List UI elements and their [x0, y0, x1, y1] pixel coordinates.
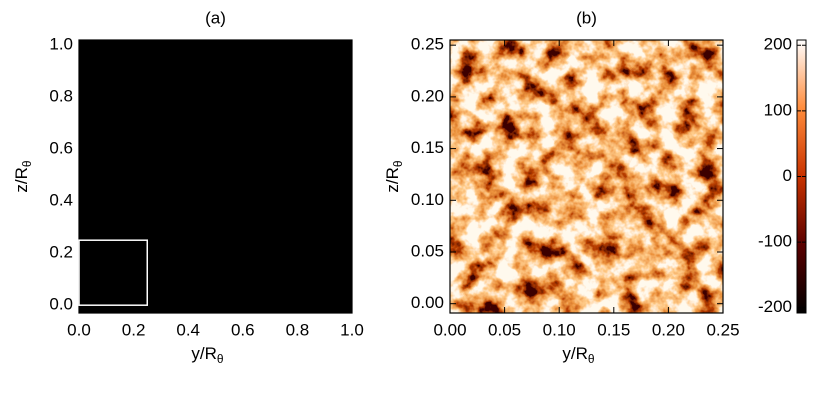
field-image — [79, 40, 352, 313]
y-tick-label: 0.20 — [411, 86, 444, 105]
x-tick-label: 0.10 — [543, 320, 576, 339]
x-tick-label: 0.05 — [488, 320, 521, 339]
x-axis-label: y/Rθ — [191, 344, 224, 366]
panel-title: (a) — [205, 8, 226, 27]
colorbar-tick-label: 0 — [783, 166, 792, 185]
x-tick-label: 1.0 — [340, 320, 364, 339]
colorbar-tick-label: 200 — [764, 35, 792, 54]
y-tick-label: 0.15 — [411, 138, 444, 157]
field-image — [450, 40, 723, 313]
panel-title: (b) — [576, 8, 597, 27]
x-tick-label: 0.2 — [122, 320, 146, 339]
colorbar-tick-label: 100 — [764, 100, 792, 119]
x-axis-label-main: y/R — [191, 344, 217, 363]
colorbar-tick-label: -100 — [758, 232, 792, 251]
y-axis-label: z/Rθ — [383, 160, 405, 193]
y-tick-label: 0.6 — [49, 139, 73, 158]
y-tick-label: 0.0 — [49, 295, 73, 314]
x-axis-label-main: y/R — [562, 344, 588, 363]
y-tick-label: 0.8 — [49, 87, 73, 106]
y-axis-label-main: z/R — [383, 167, 402, 193]
y-axis-label-sub: θ — [391, 160, 405, 167]
colorbar-tick-label: -200 — [758, 297, 792, 316]
inset-box — [78, 239, 148, 306]
y-tick-label: 0.00 — [411, 293, 444, 312]
y-axis-label-main: z/R — [12, 167, 31, 193]
x-tick-label: 0.20 — [652, 320, 685, 339]
x-tick-label: 0.00 — [433, 320, 466, 339]
y-tick-label: 0.25 — [411, 35, 444, 54]
y-axis-label-sub: θ — [20, 160, 34, 167]
x-axis-label: y/Rθ — [562, 344, 595, 366]
x-axis-label-sub: θ — [217, 352, 224, 366]
plot-frame — [449, 39, 724, 314]
x-tick-label: 0.0 — [67, 320, 91, 339]
y-tick-label: 0.05 — [411, 241, 444, 260]
y-axis-label: z/Rθ — [12, 160, 34, 193]
x-tick-label: 0.6 — [231, 320, 255, 339]
plot-frame — [78, 39, 353, 314]
y-tick-label: 1.0 — [49, 35, 73, 54]
x-tick-label: 0.8 — [286, 320, 310, 339]
x-axis-label-sub: θ — [588, 352, 595, 366]
y-tick-label: 0.10 — [411, 190, 444, 209]
y-tick-label: 0.2 — [49, 243, 73, 262]
y-tick-label: 0.4 — [49, 191, 73, 210]
x-tick-label: 0.4 — [176, 320, 200, 339]
x-tick-label: 0.15 — [597, 320, 630, 339]
x-tick-label: 0.25 — [706, 320, 739, 339]
